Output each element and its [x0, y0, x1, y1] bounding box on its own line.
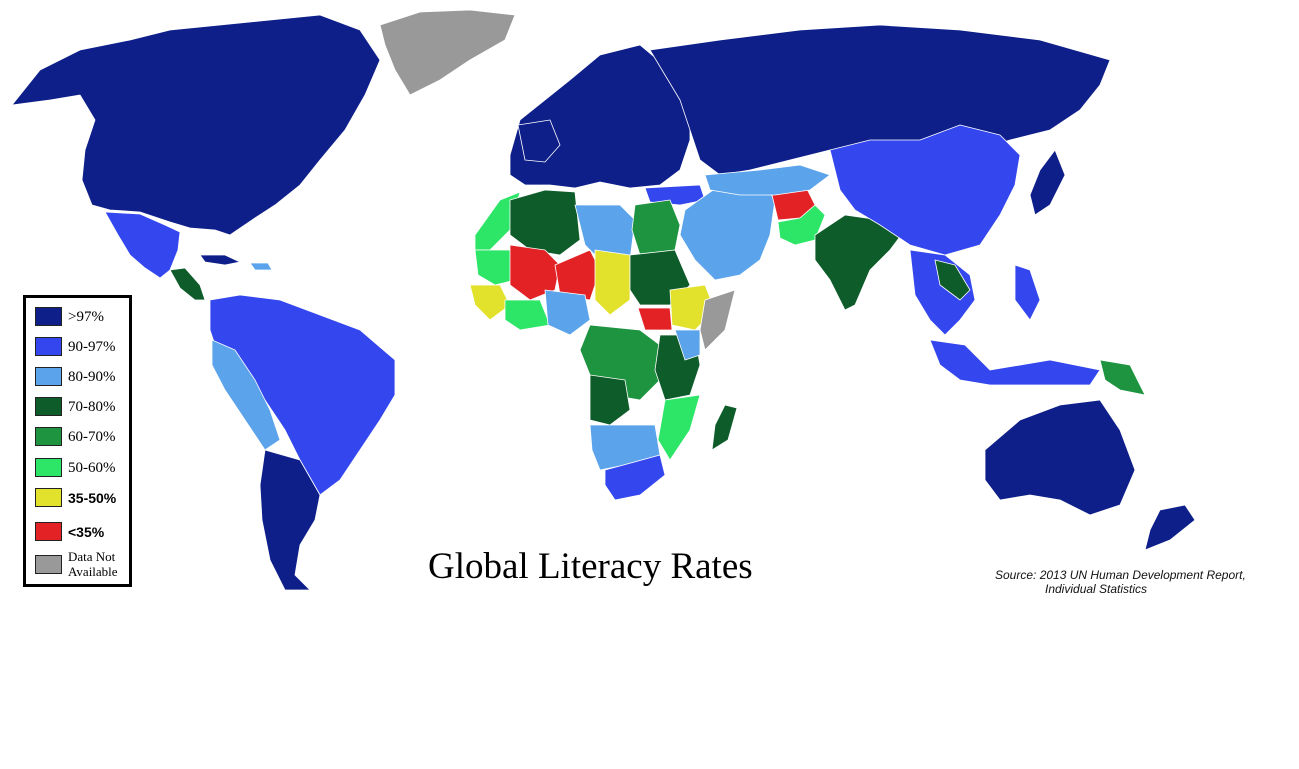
europe: [509, 44, 691, 189]
legend-swatch: [35, 555, 62, 574]
legend-label: 60-70%: [68, 429, 116, 445]
new-zealand: [1144, 504, 1196, 551]
kenya: [674, 329, 701, 361]
legend-item: <35%: [35, 522, 129, 544]
algeria: [509, 189, 581, 256]
legend-swatch: [35, 488, 62, 507]
legend-item: >97%: [35, 307, 129, 329]
peru: [211, 339, 281, 451]
west-coast: [504, 299, 551, 331]
south-sudan: [637, 307, 673, 331]
legend-label: 35-50%: [68, 490, 117, 506]
greenland: [379, 9, 516, 96]
map-title: Global Literacy Rates: [428, 546, 753, 587]
legend-label: Data Not Available: [68, 549, 118, 579]
legend: >97% 90-97% 80-90% 70-80% 60-70% 50-60% …: [23, 295, 132, 587]
legend-swatch: [35, 522, 62, 541]
south-africa: [604, 454, 666, 501]
cuba: [199, 254, 241, 266]
legend-swatch: [35, 458, 62, 477]
angola: [589, 374, 631, 426]
somalia: [699, 289, 736, 351]
china: [829, 124, 1021, 256]
laos-cambodia: [934, 259, 971, 301]
turkey: [644, 184, 706, 206]
japan: [1029, 149, 1066, 216]
legend-label: 50-60%: [68, 460, 116, 476]
philippines: [1014, 264, 1041, 321]
legend-item: 80-90%: [35, 367, 129, 389]
legend-item: Data Not Available: [35, 549, 129, 579]
south-america-south: [259, 449, 321, 591]
legend-item: 90-97%: [35, 337, 129, 359]
central-america: [169, 267, 206, 301]
chad: [594, 249, 631, 316]
egypt: [631, 199, 681, 256]
pakistan: [777, 204, 826, 246]
nigeria: [544, 289, 591, 336]
north-america: [11, 14, 381, 236]
legend-item: 50-60%: [35, 458, 129, 480]
legend-label: >97%: [68, 309, 104, 325]
mozambique: [657, 394, 701, 461]
legend-item: 60-70%: [35, 427, 129, 449]
madagascar: [711, 404, 738, 451]
legend-swatch: [35, 337, 62, 356]
source-line-2: Individual Statistics: [1045, 582, 1148, 596]
legend-swatch: [35, 367, 62, 386]
legend-item: 35-50%: [35, 488, 129, 510]
senegal-guinea: [469, 284, 511, 321]
papua-new-guinea: [1099, 359, 1146, 396]
mauritania: [474, 249, 516, 286]
legend-item: 70-80%: [35, 397, 129, 419]
legend-label: <35%: [68, 524, 105, 540]
indonesia: [929, 339, 1101, 386]
source-note: Source: 2013 UN Human Development Report…: [995, 568, 1246, 596]
australia: [984, 399, 1136, 516]
france-block: [517, 119, 561, 163]
legend-label: 80-90%: [68, 369, 116, 385]
legend-label: 90-97%: [68, 339, 116, 355]
source-line-1: Source: 2013 UN Human Development Report…: [995, 568, 1246, 582]
hispaniola: [249, 262, 273, 271]
legend-swatch: [35, 397, 62, 416]
legend-label: 70-80%: [68, 399, 116, 415]
central-asia: [704, 164, 831, 196]
mali: [509, 244, 561, 301]
legend-swatch: [35, 427, 62, 446]
legend-swatch: [35, 307, 62, 326]
